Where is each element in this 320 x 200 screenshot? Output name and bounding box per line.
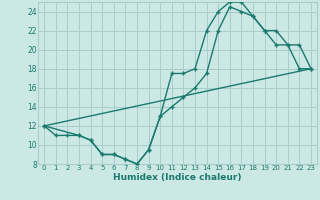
- X-axis label: Humidex (Indice chaleur): Humidex (Indice chaleur): [113, 173, 242, 182]
